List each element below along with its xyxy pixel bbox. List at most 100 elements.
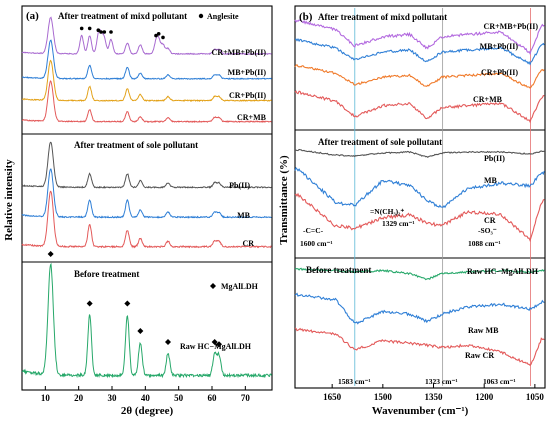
mgalldh-marker: [124, 300, 131, 307]
ftir-curve-raw-hc-mgalldh: [294, 267, 545, 281]
a-label-cr-mb-pb: CR+MB+Pb(II): [212, 48, 267, 57]
anglesite-marker: [99, 30, 103, 34]
anglesite-marker: [154, 33, 158, 38]
mgalldh-marker: [165, 339, 171, 345]
anglesite-marker: [156, 32, 161, 36]
b-label-cr-pb: CR+Pb(II): [481, 68, 518, 77]
ftir-curve-pb-ii: [294, 148, 545, 159]
anglesite-marker: [102, 30, 107, 34]
a-tick-label: 20: [74, 393, 84, 403]
a-tick-label: 70: [241, 393, 251, 403]
anglesite-marker: [79, 26, 84, 31]
mgalldh-legend-marker: [210, 283, 216, 289]
a-label-pb: Pb(II): [229, 181, 250, 190]
panel-b-xlabel: Wavenumber (cm⁻¹): [372, 405, 469, 417]
panel-a-frame: [21, 5, 273, 391]
xrd-curve-cr-mb-pb-ii: [21, 16, 272, 56]
panel-a-ylabel: Relative intensity: [3, 159, 15, 241]
mgalldh-marker: [211, 339, 218, 345]
panel-a-legend-mgalldh: MgAlLDH: [221, 282, 259, 291]
annot-1329: 1329 cm⁻¹: [382, 219, 415, 228]
panel-b-ylabel: Transmittance (%): [278, 155, 290, 245]
annot-1063: 1063 cm⁻¹: [483, 377, 516, 386]
ftir-curve-cr-mb: [294, 90, 545, 124]
panel-a-section-2-title: After treatment of sole pollutant: [74, 140, 198, 150]
b-label-pb: Pb(II): [484, 154, 505, 163]
mgalldh-marker: [86, 300, 93, 307]
panel-b-label: (b): [299, 11, 313, 23]
ftir-curve-raw-cr: [294, 327, 545, 367]
ftir-curve-raw-mb: [294, 292, 545, 325]
a-label-mb: MB: [237, 211, 251, 220]
b-tick-label: 1050: [526, 392, 545, 402]
b-tick-label: 1350: [425, 392, 444, 402]
ftir-curve-cr-pb-ii: [294, 64, 545, 89]
b-label-mb: MB: [484, 176, 498, 185]
annot-1323: 1323 cm⁻¹: [425, 377, 458, 386]
b-label-cr-mb: CR+MB: [473, 95, 503, 104]
xrd-curve-mb-pb-ii: [21, 39, 272, 80]
xrd-curve-mb: [21, 168, 272, 219]
ftir-curve-mb: [294, 166, 545, 209]
anglesite-marker: [87, 26, 92, 31]
panel-a-label: (a): [26, 10, 39, 22]
mgalldh-marker: [216, 341, 222, 348]
anglesite-marker: [161, 35, 165, 40]
a-tick-label: 30: [108, 393, 118, 403]
annot-1600: 1600 cm⁻¹: [300, 239, 333, 248]
b-label-raw-hc: Raw HC−MgAlLDH: [467, 267, 539, 276]
annot-1583: 1583 cm⁻¹: [338, 377, 371, 386]
panel-a-section-3-title: Before treatment: [74, 269, 139, 279]
a-label-cr: CR: [242, 239, 254, 248]
annot-1088: 1088 cm⁻¹: [468, 239, 501, 248]
mgalldh-marker: [47, 251, 54, 257]
panel-b-section-2-title: After treatment of sole pollutant: [318, 137, 442, 147]
b-label-cr-mb-pb: CR+MB+Pb(II): [484, 22, 539, 31]
panel-b-frame: [294, 5, 546, 389]
panel-a-x-ticks: 10 20 30 40 50 60 70: [41, 386, 251, 403]
annot-cc: -C=C-: [303, 226, 324, 235]
annot-nch3: =N(CH₃)₂⁺: [370, 207, 404, 216]
b-tick-label: 1650: [323, 392, 342, 402]
anglesite-marker: [109, 30, 113, 34]
xrd-curve-pb-ii: [21, 141, 272, 189]
panel-b-x-ticks: 1650 1500 1350 1200 1050: [323, 384, 544, 402]
b-label-mb-pb: MB+Pb(II): [480, 42, 519, 51]
b-label-raw-cr: Raw CR: [465, 351, 494, 360]
panel-a: 10 20 30 40 50 60 70 (a) After treatment of mi…: [3, 5, 273, 417]
a-label-cr-pb: CR+Pb(II): [229, 91, 266, 100]
xrd-curve-cr-pb-ii: [21, 59, 272, 103]
panel-b: 1650 1500 1350 1200 1050 (b) After treatment…: [278, 5, 546, 417]
b-tick-label: 1200: [475, 392, 494, 402]
panel-a-curves: [21, 16, 272, 379]
xrd-curve-raw-hc-mgalldh: [21, 262, 272, 379]
panel-b-curves: [294, 19, 545, 367]
a-label-mb-pb: MB+Pb(II): [228, 68, 267, 77]
panel-b-reference-lines: [354, 8, 531, 386]
b-tick-label: 1500: [374, 392, 393, 402]
a-tick-label: 60: [208, 393, 218, 403]
anglesite-marker: [96, 28, 101, 32]
panel-a-markers: [47, 26, 222, 348]
a-label-cr-mb: CR+MB: [237, 113, 267, 122]
ftir-curve-cr: [294, 192, 545, 243]
xrd-curve-cr-mb: [21, 80, 272, 124]
mgalldh-marker: [137, 328, 144, 334]
a-tick-label: 10: [41, 393, 51, 403]
a-tick-label: 40: [141, 393, 151, 403]
b-label-cr: CR: [484, 216, 496, 225]
ftir-curve-mb-pb-ii: [294, 38, 545, 66]
panel-a-xlabel: 2θ (degree): [121, 405, 174, 417]
panel-a-section-1-title: After treatment of mixd pollutant: [58, 11, 187, 21]
ftir-curve-cr-mb-pb-ii: [294, 19, 545, 56]
a-tick-label: 50: [174, 393, 184, 403]
xrd-curve-cr: [21, 190, 272, 249]
annot-so3: -SO₃⁻: [478, 226, 497, 235]
a-label-raw-hc: Raw HC−MgAlLDH: [180, 342, 252, 351]
b-label-raw-mb: Raw MB: [468, 326, 499, 335]
panel-b-section-3-title: Before treatment: [306, 265, 371, 275]
panel-a-legend-anglesite: Anglesite: [207, 12, 239, 21]
anglesite-legend-marker: [198, 13, 204, 19]
panel-b-section-1-title: After treatment of mixd pollutant: [318, 12, 447, 22]
